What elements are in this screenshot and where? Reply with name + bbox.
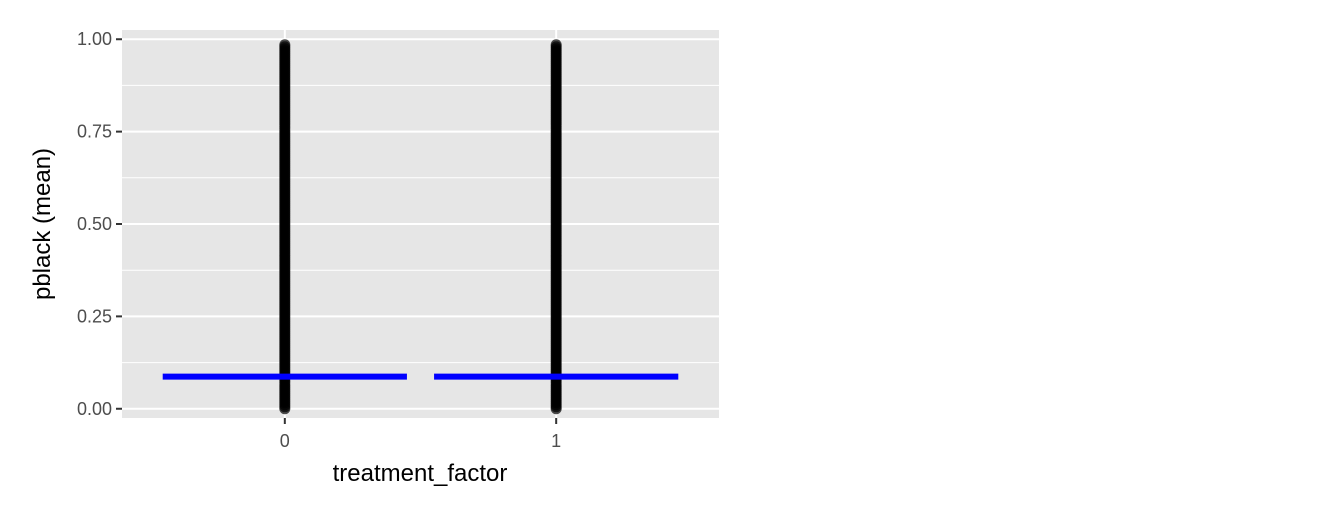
point-column-1 bbox=[550, 39, 562, 415]
grid-minor bbox=[122, 84, 719, 364]
x-tick-label: 1 bbox=[551, 431, 561, 451]
point-column-0 bbox=[279, 39, 291, 415]
data-point bbox=[279, 39, 291, 51]
x-tick-label: 0 bbox=[280, 431, 290, 451]
y-tick-label: 0.25 bbox=[77, 306, 112, 326]
x-axis-title: treatment_factor bbox=[333, 460, 508, 487]
y-tick-label: 1.00 bbox=[77, 29, 112, 49]
y-tick-label: 0.75 bbox=[77, 122, 112, 142]
data-point bbox=[550, 39, 562, 51]
y-axis: 0.00 0.25 0.50 0.75 1.00 bbox=[77, 29, 122, 419]
y-tick-label: 0.50 bbox=[77, 214, 112, 234]
y-axis-title: pblack (mean) bbox=[29, 148, 56, 300]
data-points bbox=[279, 39, 562, 415]
y-tick-label: 0.00 bbox=[77, 399, 112, 419]
